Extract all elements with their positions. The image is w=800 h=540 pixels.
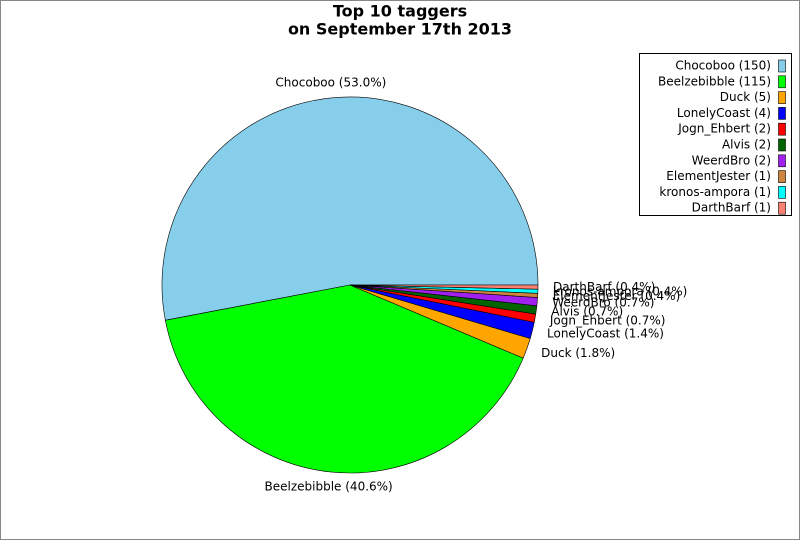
legend-label: ElementJester (1) bbox=[666, 169, 771, 183]
legend-swatch bbox=[778, 154, 786, 168]
slice-label: DarthBarf (0.4%) bbox=[553, 280, 655, 294]
pie-slice bbox=[164, 284, 524, 474]
slice-label: kronos-ampora (0.4%) bbox=[553, 284, 687, 298]
slice-label: WeerdBro (0.7%) bbox=[552, 296, 654, 310]
pie-slice bbox=[349, 284, 539, 290]
slice-label: Duck (1.8%) bbox=[541, 346, 615, 360]
chart-subtitle: on September 17th 2013 bbox=[288, 20, 512, 39]
slice-label: Jogn_Ehbert (0.7%) bbox=[549, 313, 666, 327]
slice-label: Beelzebibble (40.6%) bbox=[265, 479, 393, 493]
legend-swatch bbox=[778, 107, 786, 120]
legend-swatch bbox=[778, 170, 786, 183]
chart-title: Top 10 taggers bbox=[333, 2, 467, 21]
slice-label: Chocoboo (53.0%) bbox=[275, 75, 386, 89]
pie-slice bbox=[161, 96, 539, 321]
legend-label: DarthBarf (1) bbox=[692, 201, 771, 215]
legend-label: Jogn_Ehbert (2) bbox=[677, 122, 771, 136]
legend-label: Beelzebibble (115) bbox=[658, 74, 771, 88]
legend-swatch bbox=[778, 122, 786, 136]
legend-label: Chocoboo (150) bbox=[675, 59, 771, 73]
legend-swatch bbox=[778, 186, 786, 199]
legend-label: Alvis (2) bbox=[722, 138, 771, 152]
legend-label: Duck (5) bbox=[720, 90, 771, 104]
legend-swatch bbox=[778, 138, 786, 152]
legend-swatch bbox=[778, 75, 786, 89]
legend-swatch bbox=[778, 91, 786, 104]
legend-label: kronos-ampora (1) bbox=[659, 185, 771, 199]
slice-label: ElementJester (0.4%) bbox=[553, 289, 681, 303]
legend-label: LonelyCoast (4) bbox=[677, 106, 771, 120]
legend-swatch bbox=[778, 59, 786, 73]
legend-swatch bbox=[778, 201, 786, 215]
legend-box bbox=[639, 53, 792, 216]
slice-label: Alvis (0.7%) bbox=[551, 304, 623, 318]
slice-label: LonelyCoast (1.4%) bbox=[547, 327, 664, 341]
legend-label: WeerdBro (2) bbox=[692, 153, 771, 167]
